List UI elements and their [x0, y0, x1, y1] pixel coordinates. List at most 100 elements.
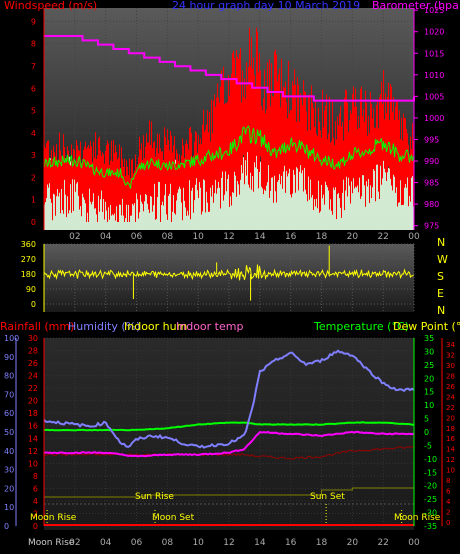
rain-tick-label: 0 — [33, 522, 38, 531]
direction-grid — [44, 243, 415, 312]
x-tick-label: 08 — [162, 232, 174, 242]
wind-tick-label: 5 — [31, 107, 36, 116]
dew-tick-label: 18 — [446, 425, 455, 433]
indoor-temp-line — [43, 430, 415, 458]
humidity-tick-label: 40 — [4, 447, 14, 456]
wind-tick-label: 4 — [31, 129, 36, 138]
rain-tick-label: 6 — [33, 484, 38, 493]
dew-tick-label: 6 — [446, 488, 451, 496]
indoor-hum-label: Indoor hum — [124, 320, 187, 333]
wind-tick-label: 0 — [31, 218, 36, 227]
dew-tick-label: 20 — [446, 414, 455, 422]
temp-tick-label: -10 — [424, 455, 437, 464]
temp-tick-label: -35 — [424, 522, 437, 531]
dew-tick-label: 10 — [446, 467, 455, 475]
baro-tick-label: 1010 — [424, 71, 444, 80]
rain-tick-label: 26 — [28, 359, 38, 368]
x-tick-label: 18 — [316, 538, 328, 548]
humidity-label: Humidity (%) — [68, 320, 140, 333]
barometer-label: Barometer (hpa) — [372, 0, 460, 12]
indoor-hum-line — [44, 487, 414, 498]
x-tick-label: 08 — [162, 538, 174, 548]
rain-tick-label: 4 — [33, 497, 38, 506]
baro-tick-label: 1015 — [424, 49, 444, 58]
x-tick-label: 12 — [223, 232, 234, 242]
temp-tick-label: 0 — [424, 428, 429, 437]
compass-label: E — [437, 287, 444, 300]
temp-tick-label: 15 — [424, 388, 434, 397]
x-tick-label: 10 — [192, 232, 204, 242]
temp-tick-label: -20 — [424, 482, 437, 491]
rain-tick-label: 28 — [28, 347, 38, 356]
direction-tick-label: 90 — [26, 285, 36, 294]
dew-tick-label: 12 — [446, 456, 455, 464]
sun-set-label: Sun Set — [310, 492, 345, 502]
x-tick-label: 04 — [100, 538, 112, 548]
rain-tick-label: 18 — [28, 409, 38, 418]
temp-tick-label: -30 — [424, 509, 437, 518]
x-tick-label: Moon Rise — [28, 538, 75, 548]
x-tick-label: 00 — [408, 538, 420, 548]
temp-tick-label: -5 — [424, 441, 432, 450]
wind-tick-label: 2 — [31, 173, 36, 182]
dew-tick-label: 26 — [446, 383, 455, 391]
x-tick-label: 20 — [347, 232, 359, 242]
humidity-tick-label: 80 — [4, 372, 14, 381]
x-tick-label: 14 — [254, 232, 266, 242]
humidity-tick-label: 60 — [4, 409, 14, 418]
temp-axes: 0102030405060708090100024681012141618202… — [4, 334, 455, 548]
moon-rise-label: Moon Rise — [30, 513, 77, 523]
dew-tick-label: 32 — [446, 351, 455, 359]
humidity-tick-label: 70 — [4, 390, 14, 399]
wind-tick-label: 1 — [31, 196, 36, 205]
rain-tick-label: 30 — [28, 334, 38, 343]
sun-rise-label: Sun Rise — [135, 492, 174, 502]
humidity-tick-label: 100 — [4, 334, 19, 343]
direction-series — [44, 245, 414, 301]
temp-tick-label: 20 — [424, 374, 434, 383]
temp-tick-label: 35 — [424, 334, 434, 343]
rain-tick-label: 24 — [28, 372, 38, 381]
rain-tick-label: 20 — [28, 397, 38, 406]
dew-tick-label: 28 — [446, 372, 455, 380]
rain-tick-label: 14 — [28, 434, 38, 443]
x-tick-label: 10 — [192, 538, 204, 548]
humidity-tick-label: 0 — [4, 522, 9, 531]
x-tick-label: 06 — [131, 232, 143, 242]
x-tick-label: 04 — [100, 232, 112, 242]
moon-set-label: Moon Set — [152, 513, 195, 523]
temperature-line — [43, 421, 415, 432]
x-tick-label: 22 — [377, 232, 388, 242]
compass-label: N — [437, 236, 445, 249]
dew-tick-label: 24 — [446, 393, 455, 401]
dew-tick-label: 34 — [446, 341, 455, 349]
x-tick-label: 00 — [408, 232, 420, 242]
graph-title: 24 hour graph day 10 March 2019 — [172, 0, 360, 12]
wind-tick-label: 3 — [31, 151, 36, 160]
windspeed-line — [44, 125, 414, 189]
wind-axes: 02 04 06 08 10 12 14 16 18 20 22 000123456789975980… — [31, 6, 444, 242]
rain-tick-label: 22 — [28, 384, 38, 393]
indoor-temp-label: Indoor temp — [176, 320, 243, 333]
dew-point-label: Dew Point (°C) — [393, 320, 460, 333]
humidity-line — [43, 349, 415, 449]
moon-rise-2-label: Moon Rise — [394, 513, 441, 523]
rain-tick-label: 16 — [28, 422, 38, 431]
barometer-line — [44, 35, 415, 102]
humidity-tick-label: 10 — [4, 503, 14, 512]
dew-tick-label: 0 — [446, 519, 450, 527]
baro-tick-label: 1025 — [424, 6, 444, 15]
temp-tick-label: 5 — [424, 415, 429, 424]
wind-tick-label: 9 — [31, 17, 36, 26]
humidity-tick-label: 90 — [4, 353, 14, 362]
wind-tick-label: 7 — [31, 62, 36, 71]
x-tick-label: 02 — [69, 538, 80, 548]
baro-tick-label: 1000 — [424, 114, 444, 123]
dew-tick-label: 4 — [446, 498, 451, 506]
dew-tick-label: 14 — [446, 446, 455, 454]
direction-tick-label: 180 — [21, 270, 36, 279]
direction-tick-label: 270 — [21, 255, 36, 264]
x-tick-label: 18 — [316, 232, 328, 242]
